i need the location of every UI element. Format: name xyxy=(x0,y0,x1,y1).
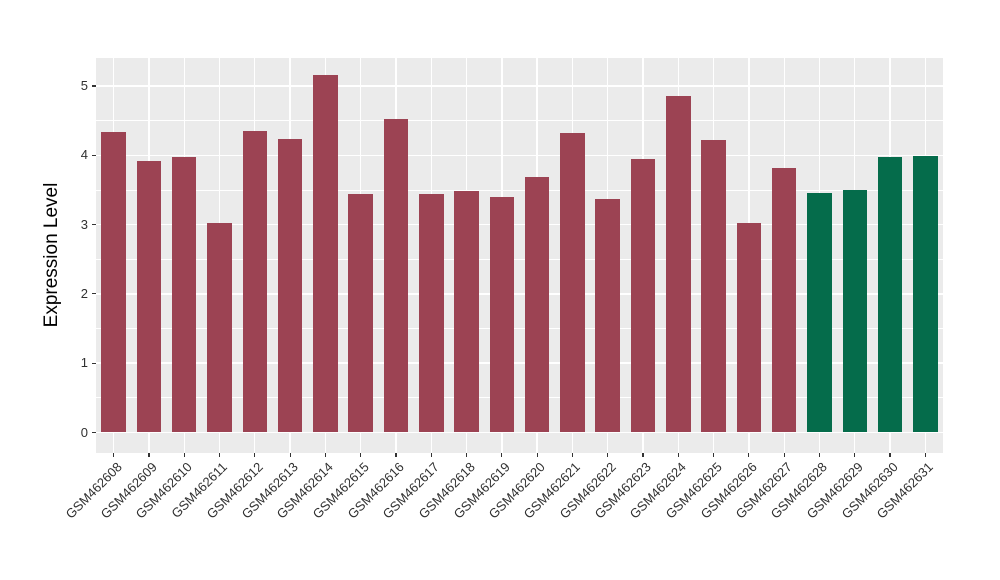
bar-GSM462611 xyxy=(207,222,232,433)
plot-panel xyxy=(96,58,943,453)
y-minor-gridline xyxy=(96,328,943,329)
x-tick-mark xyxy=(395,453,397,457)
x-tick-mark xyxy=(113,453,115,457)
x-tick-mark xyxy=(183,453,185,457)
y-major-gridline xyxy=(96,154,943,157)
y-major-gridline xyxy=(96,293,943,295)
bar-GSM462613 xyxy=(277,138,303,433)
y-tick-mark xyxy=(92,431,96,434)
bar-GSM462629 xyxy=(842,189,868,433)
bar-GSM462628 xyxy=(807,193,832,433)
x-tick-mark xyxy=(924,453,926,457)
bar-GSM462615 xyxy=(348,194,373,433)
y-tick-mark xyxy=(92,362,96,364)
x-tick-mark xyxy=(289,453,291,457)
bar-GSM462612 xyxy=(242,131,268,433)
y-minor-gridline xyxy=(96,258,943,260)
x-tick-mark xyxy=(148,453,150,457)
x-tick-mark xyxy=(536,453,538,457)
y-major-gridline xyxy=(96,362,943,364)
bar-GSM462624 xyxy=(666,95,691,433)
y-tick-mark xyxy=(92,85,96,87)
x-tick-mark xyxy=(642,453,644,457)
x-tick-mark xyxy=(218,453,221,457)
bar-GSM462626 xyxy=(736,222,762,433)
x-tick-mark xyxy=(430,453,432,457)
bar-GSM462614 xyxy=(313,74,338,433)
bar-GSM462627 xyxy=(771,167,797,433)
bar-GSM462617 xyxy=(419,194,444,433)
y-minor-gridline xyxy=(96,189,943,191)
x-tick-mark xyxy=(360,453,362,457)
y-axis-title: Expression Level xyxy=(41,182,62,328)
y-minor-gridline xyxy=(96,120,943,122)
y-tick-label: 1 xyxy=(80,355,88,371)
bar-GSM462620 xyxy=(524,176,550,433)
y-major-gridline xyxy=(96,431,943,434)
x-tick-mark xyxy=(254,453,256,457)
bar-GSM462609 xyxy=(136,160,162,433)
x-tick-mark xyxy=(571,453,574,457)
bar-GSM462608 xyxy=(101,132,126,433)
y-tick-label: 0 xyxy=(80,424,88,440)
x-tick-mark xyxy=(713,453,715,457)
y-major-gridline xyxy=(96,223,943,226)
bar-GSM462621 xyxy=(560,133,585,433)
bar-GSM462618 xyxy=(454,190,479,433)
y-major-gridline xyxy=(96,85,943,87)
bar-GSM462630 xyxy=(877,157,903,433)
y-tick-label: 5 xyxy=(80,78,88,93)
x-tick-mark xyxy=(677,453,679,457)
x-tick-mark xyxy=(501,453,503,457)
bar-GSM462631 xyxy=(913,155,938,433)
x-tick-mark xyxy=(465,453,468,457)
x-tick-mark xyxy=(889,453,891,457)
x-tick-mark xyxy=(783,453,785,457)
x-tick-mark xyxy=(607,453,609,457)
y-tick-mark xyxy=(92,224,96,226)
y-tick-label: 4 xyxy=(80,147,88,163)
x-tick-mark xyxy=(324,453,326,457)
y-tick-mark xyxy=(92,154,96,156)
bar-GSM462623 xyxy=(630,158,656,433)
bar-GSM462619 xyxy=(489,196,515,433)
y-tick-label: 3 xyxy=(80,216,88,232)
x-tick-mark xyxy=(854,453,856,457)
x-tick-mark xyxy=(748,453,750,457)
bar-GSM462610 xyxy=(171,157,197,433)
bar-GSM462616 xyxy=(383,118,409,433)
bar-GSM462622 xyxy=(595,198,620,433)
x-tick-mark xyxy=(818,453,821,457)
y-minor-gridline xyxy=(96,397,943,399)
y-tick-label: 2 xyxy=(80,285,88,301)
y-tick-mark xyxy=(92,293,96,295)
bar-GSM462625 xyxy=(701,140,726,433)
